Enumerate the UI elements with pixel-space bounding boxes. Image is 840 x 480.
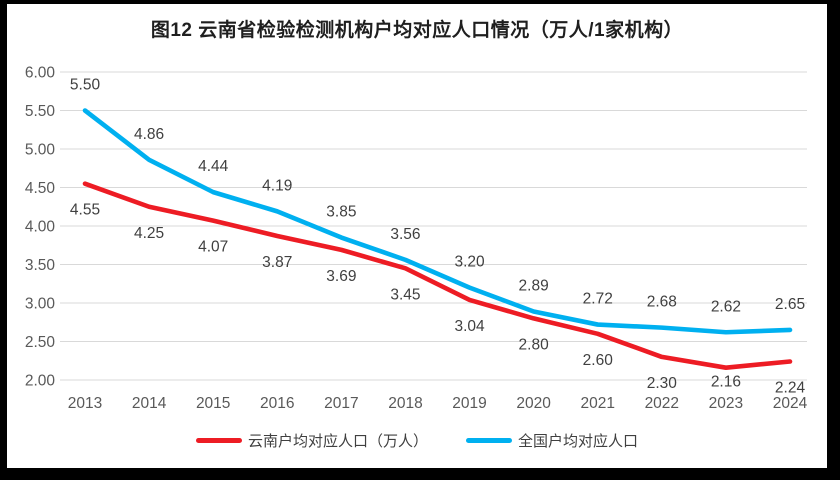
x-axis-tick-label: 2015 — [196, 395, 230, 412]
data-label: 3.85 — [326, 204, 356, 221]
data-label: 3.04 — [454, 318, 485, 335]
legend-item: 全国户均对应人口 — [466, 430, 638, 451]
data-label: 2.80 — [519, 336, 550, 353]
legend-label: 云南户均对应人口（万人） — [247, 433, 428, 450]
data-label: 2.68 — [647, 294, 677, 311]
x-axis-tick-label: 2014 — [132, 395, 167, 412]
y-axis-tick-label: 6.00 — [25, 65, 56, 82]
x-axis-tick-label: 2020 — [516, 395, 551, 412]
data-label: 2.24 — [775, 380, 806, 397]
data-label: 2.60 — [583, 352, 614, 369]
data-label: 2.65 — [775, 296, 805, 313]
y-axis-tick-label: 5.50 — [25, 103, 56, 120]
data-label: 2.30 — [647, 375, 678, 392]
y-axis-tick-label: 3.50 — [25, 257, 56, 274]
chart-frame: 图12 云南省检验检测机构户均对应人口情况（万人/1家机构） 6.00 5.50 5… — [7, 4, 827, 468]
legend-item: 云南户均对应人口（万人） — [195, 430, 428, 451]
data-label: 5.50 — [70, 77, 101, 94]
data-label: 2.89 — [519, 277, 549, 294]
data-label: 4.55 — [70, 202, 100, 219]
data-label: 3.20 — [454, 254, 485, 271]
data-label: 3.56 — [390, 226, 420, 243]
data-label: 4.25 — [134, 225, 164, 242]
data-label: 3.87 — [262, 254, 292, 271]
x-axis-tick-label: 2016 — [260, 395, 294, 412]
data-label: 3.45 — [390, 286, 420, 303]
x-axis-tick-label: 2013 — [68, 395, 102, 412]
x-axis-tick-label: 2017 — [324, 395, 358, 412]
y-axis-tick-label: 4.50 — [25, 180, 56, 197]
series-line — [82, 181, 793, 370]
legend-line-swatch-icon — [466, 438, 512, 443]
data-label: 4.07 — [198, 239, 228, 256]
data-label: 4.44 — [198, 158, 229, 175]
y-axis-tick-label: 5.00 — [25, 142, 56, 159]
y-axis-tick-label: 4.00 — [25, 219, 56, 236]
data-label: 3.69 — [326, 268, 356, 285]
data-label: 2.62 — [711, 298, 741, 315]
x-axis-tick-label: 2023 — [709, 395, 743, 412]
y-axis-tick-label: 2.00 — [25, 373, 56, 390]
data-label: 4.19 — [262, 177, 292, 194]
legend-line-swatch-icon — [195, 438, 242, 443]
legend-label: 全国户均对应人口 — [518, 433, 639, 450]
chart-legend: 云南户均对应人口（万人） 全国户均对应人口 — [7, 430, 827, 451]
x-axis-tick-label: 2024 — [773, 395, 808, 412]
series-line — [82, 108, 793, 335]
data-label: 4.86 — [134, 126, 164, 143]
chart-canvas: 6.00 5.50 5.00 4.50 4.00 3.50 3.00 2.50 2.00 2013… — [25, 65, 808, 413]
data-label: 2.16 — [711, 374, 741, 391]
x-axis-tick-label: 2022 — [645, 395, 679, 412]
x-axis-tick-label: 2021 — [580, 395, 614, 412]
chart-title: 图12 云南省检验检测机构户均对应人口情况（万人/1家机构） — [150, 20, 684, 41]
x-axis-tick-label: 2019 — [452, 395, 486, 412]
y-axis-tick-label: 2.50 — [25, 334, 56, 351]
x-axis-tick-label: 2018 — [388, 395, 422, 412]
data-label: 2.72 — [583, 291, 613, 308]
y-axis-tick-label: 3.00 — [25, 296, 56, 313]
